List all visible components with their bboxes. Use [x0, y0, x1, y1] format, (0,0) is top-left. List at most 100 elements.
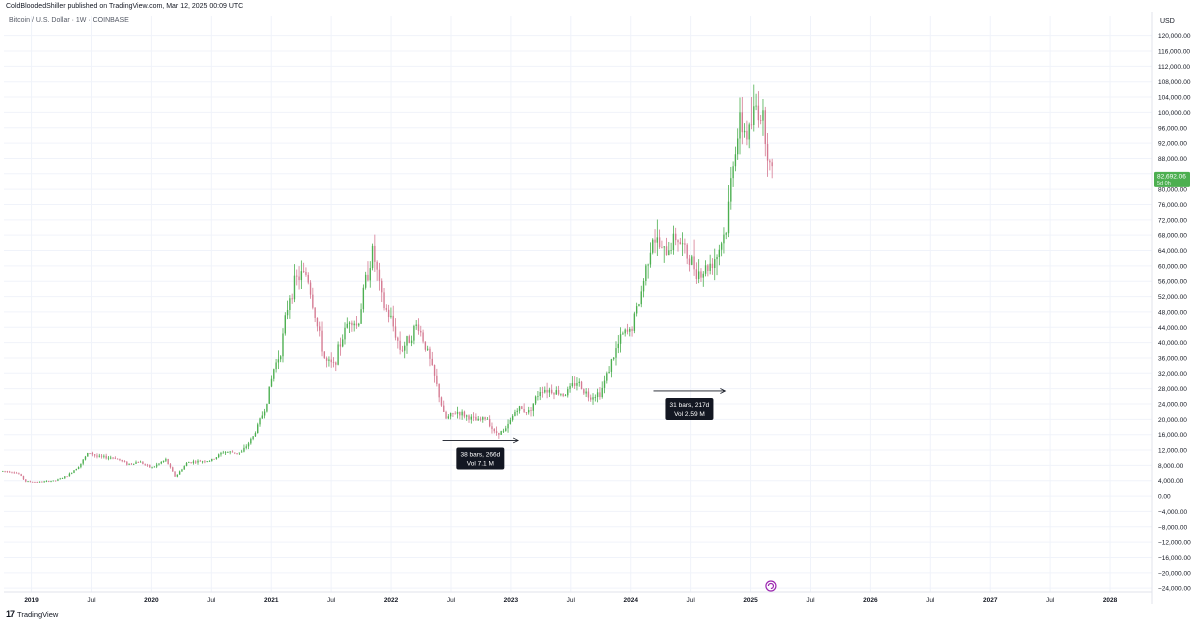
candle-body [472, 416, 475, 418]
candle-body [424, 341, 427, 350]
candle-body [339, 344, 342, 347]
price-tick-label: 20,000.00 [1158, 417, 1187, 424]
candle-body [468, 415, 470, 420]
candle-body [576, 382, 578, 386]
tradingview-logo-icon: 17 [6, 609, 15, 619]
candle-body [725, 233, 727, 235]
candle-body [275, 362, 277, 370]
price-tick-label: 76,000.00 [1158, 202, 1187, 209]
candle-body [397, 337, 399, 341]
price-axis[interactable]: 120,000.00 116,000.00 112,000.00 108,000.00… [1151, 12, 1191, 604]
candle-body [100, 455, 103, 457]
candle-body [36, 482, 38, 483]
candle-body [606, 373, 608, 381]
candle-body [66, 476, 68, 478]
candle-body [420, 330, 422, 333]
candle-body [491, 426, 493, 430]
symbol-info[interactable]: Bitcoin / U.S. Dollar · 1W · COINBASE [9, 17, 129, 24]
candle-body [571, 383, 574, 386]
candle-body [208, 460, 211, 462]
candle-body [702, 273, 704, 278]
candle-body [753, 106, 755, 125]
event-icon-ring [765, 580, 777, 592]
candle-body [286, 310, 289, 316]
measurement-tools[interactable]: 38 bars, 266d Vol 7.1 M 31 bars, 217d Vol 2… [442, 388, 727, 470]
candle-body [431, 358, 433, 366]
candle-body [312, 294, 314, 308]
time-tick-label: 2022 [384, 597, 399, 604]
candle-body [449, 413, 452, 417]
candle-body [13, 472, 15, 474]
candle-body [305, 271, 307, 275]
candle-body [521, 406, 523, 409]
candle-body [590, 397, 592, 400]
time-axis[interactable]: 2019 Jul 2020 Jul 2021 Jul 2022 Jul 2023 Jul 2024 J… [4, 591, 1152, 604]
candle-body [537, 396, 539, 397]
candle-body [371, 245, 374, 269]
candle-body [351, 322, 353, 326]
candle-body [293, 275, 296, 300]
candle-body [321, 330, 323, 352]
price-tick-label: 68,000.00 [1158, 233, 1187, 240]
candle-body [569, 385, 571, 390]
candle-body [697, 271, 700, 279]
price-tick-label: 104,000.00 [1158, 95, 1191, 102]
price-tick-label: −8,000.00 [1158, 524, 1187, 531]
price-tick-label: 64,000.00 [1158, 248, 1187, 255]
candle-body [762, 110, 764, 121]
candle-body [273, 369, 275, 379]
halving-event-icon[interactable] [765, 580, 777, 592]
candle-body [298, 276, 300, 281]
measure-volume-label: Vol 2.59 M [674, 411, 705, 418]
price-tick-label: 0.00 [1158, 494, 1171, 501]
candle-body [121, 460, 123, 462]
candle-body [691, 256, 693, 265]
candle-body [406, 336, 408, 346]
candle-body [463, 411, 466, 417]
price-tick-label: 60,000.00 [1158, 263, 1187, 270]
candle-body [50, 481, 52, 483]
candle-body [626, 329, 629, 332]
candle-body [688, 258, 691, 265]
candle-body [530, 410, 532, 411]
price-tick-label: −20,000.00 [1158, 570, 1191, 577]
candle-body [172, 467, 174, 472]
candle-body [160, 461, 162, 464]
time-tick-label: 2026 [863, 597, 878, 604]
candle-body [652, 239, 654, 253]
candle-body [376, 261, 378, 270]
candle-body [243, 447, 245, 452]
candle-body [31, 481, 34, 483]
candle-body [716, 257, 718, 260]
candle-body [227, 452, 229, 453]
candle-body [681, 243, 684, 245]
price-tick-label: 40,000.00 [1158, 340, 1187, 347]
candle-body [362, 287, 365, 310]
candle-body [105, 455, 107, 459]
tradingview-brand[interactable]: 17 TradingView [6, 609, 58, 619]
candle-body [325, 358, 328, 361]
candle-body [291, 298, 293, 300]
candle-body [603, 380, 606, 388]
candle-body [289, 298, 291, 311]
brand-name: TradingView [17, 609, 59, 619]
candle-body [41, 481, 43, 483]
candle-body [548, 389, 551, 393]
candle-body [695, 269, 698, 279]
candle-body [709, 263, 711, 271]
candle-body [714, 259, 716, 269]
candle-body [144, 463, 146, 465]
candle-body [195, 461, 197, 463]
candle-body [654, 239, 656, 243]
candle-body [539, 392, 541, 397]
candle-body [486, 418, 489, 420]
candle-body [447, 416, 450, 419]
price-tick-label: 4,000.00 [1158, 478, 1184, 485]
candle-body [167, 459, 169, 465]
time-tick-label: 2028 [1103, 597, 1118, 604]
publish-info: ColdBloodedShiller published on TradingV… [6, 3, 244, 10]
candle-body [337, 344, 339, 365]
candle-body [110, 457, 112, 459]
time-tick-label: Jul [207, 597, 216, 604]
